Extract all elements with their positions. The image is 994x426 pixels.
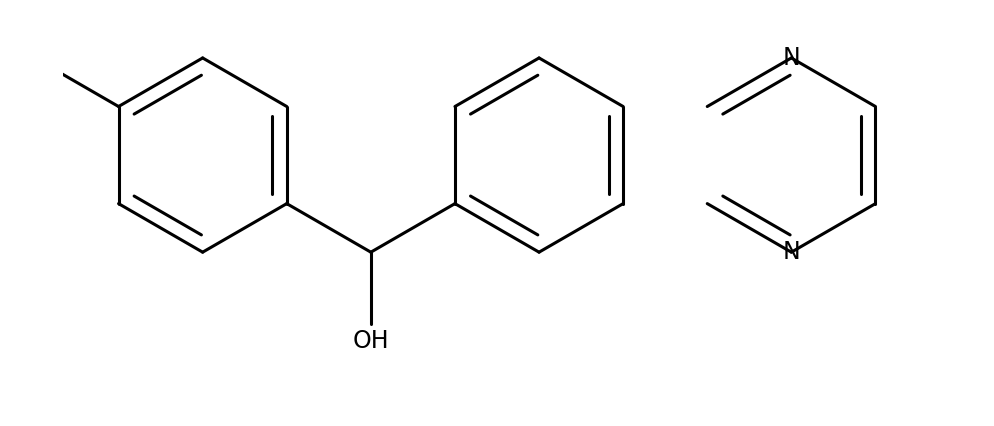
Text: OH: OH xyxy=(353,329,390,354)
Text: N: N xyxy=(782,240,800,264)
Text: N: N xyxy=(782,46,800,70)
